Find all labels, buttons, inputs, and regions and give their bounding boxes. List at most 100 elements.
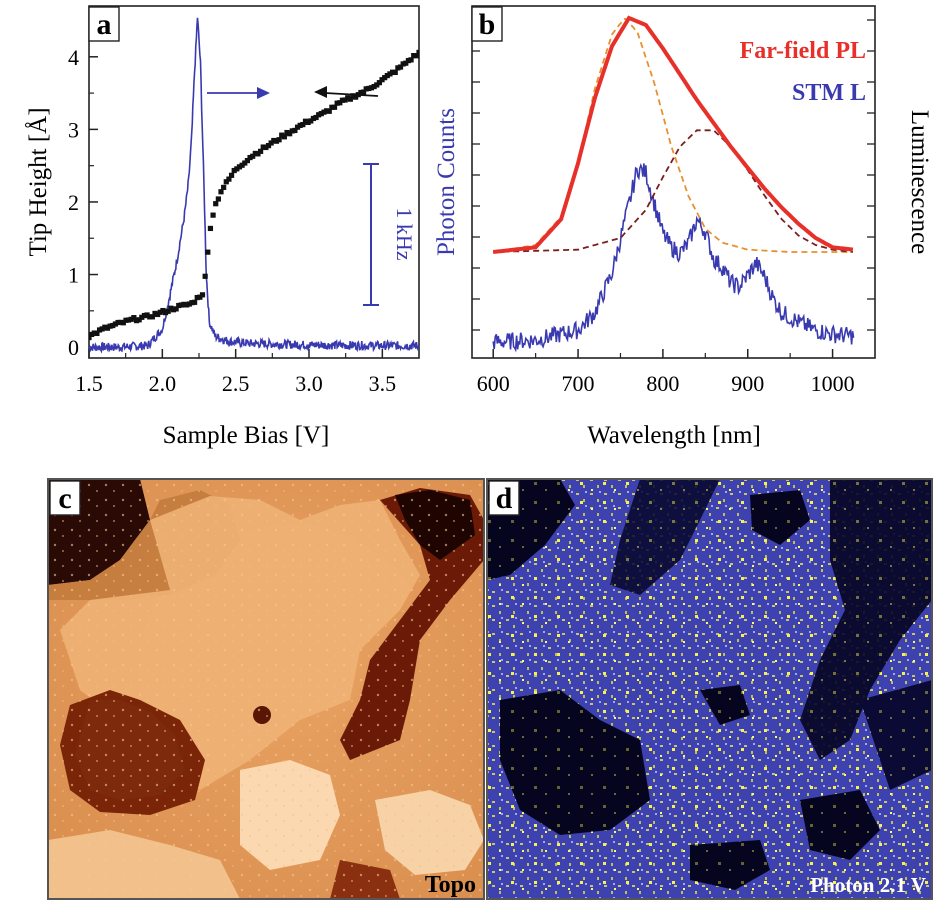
tip-height-marker: [192, 299, 198, 305]
tip-height-marker: [374, 82, 380, 88]
tip-height-marker: [221, 184, 227, 191]
panel-b-xlabel: Wavelength [nm]: [587, 422, 761, 449]
panel-c-topo-image: c Topo: [47, 478, 485, 900]
panel-b-stm-l-line: [492, 163, 855, 353]
tip-height-marker: [168, 305, 174, 311]
tip-height-marker: [300, 121, 306, 128]
tip-height-marker: [126, 317, 132, 323]
tip-height-marker: [123, 317, 129, 323]
tip-height-marker: [226, 176, 232, 182]
tip-height-marker: [144, 312, 150, 318]
panel-a-ylabel-right: Photon Counts: [433, 108, 460, 256]
x-tick-label: 800: [646, 371, 679, 396]
tip-height-marker: [91, 330, 97, 336]
x-tick-label: 600: [477, 371, 510, 396]
tip-height-marker: [324, 108, 330, 114]
tip-height-marker: [244, 157, 250, 164]
tip-height-marker: [258, 148, 264, 154]
tip-height-marker: [199, 292, 206, 298]
tip-height-marker: [271, 137, 277, 144]
panel-b-frame: [471, 5, 876, 359]
x-tick-label: 700: [562, 371, 595, 396]
panel-a-ylabel: Tip Height [Å]: [25, 107, 52, 256]
tip-height-marker: [223, 179, 229, 185]
tip-height-marker: [368, 85, 375, 91]
panel-b-fit-darkred-dashed: [493, 129, 854, 253]
panel-b-ticks: [472, 19, 875, 358]
tip-height-marker: [279, 132, 285, 138]
tip-height-marker: [308, 118, 314, 124]
tip-height-marker: [107, 323, 113, 329]
tip-height-marker: [316, 112, 322, 118]
panel-a-tick-labels: 1.5 2.0 2.5 3.0 3.5 0 1 2 3 4: [68, 45, 396, 396]
panel-d-frame: [486, 478, 933, 900]
tip-height-marker: [289, 128, 295, 134]
scale-bar: 1 kHz: [363, 163, 417, 306]
tip-height-marker: [170, 307, 177, 313]
tip-height-marker: [149, 314, 155, 320]
tip-height-marker: [273, 138, 280, 144]
y-tick-label: 4: [68, 45, 79, 70]
right-arrow-icon: [207, 87, 270, 99]
tip-height-marker: [252, 150, 258, 157]
panel-a-xlabel: Sample Bias [V]: [163, 422, 330, 449]
tip-height-marker: [205, 249, 211, 255]
panel-b-label-box: [471, 6, 503, 42]
panel-b-label: b: [479, 8, 496, 41]
tip-height-marker: [120, 320, 126, 326]
tip-height-marker: [202, 273, 208, 279]
tip-height-marker: [207, 225, 214, 232]
tip-height-marker: [194, 294, 200, 301]
tip-height-marker: [236, 164, 243, 170]
panel-c-label: c: [58, 482, 71, 515]
panel-c-caption: Topo: [425, 872, 476, 898]
tip-height-marker: [102, 324, 108, 330]
tip-height-marker: [247, 154, 253, 161]
tip-height-marker: [392, 69, 398, 76]
tip-height-marker: [318, 111, 324, 117]
x-tick-label: 900: [731, 371, 764, 396]
tip-height-marker: [310, 115, 316, 122]
tip-height-marker: [213, 201, 219, 207]
tip-height-marker: [302, 118, 309, 124]
tip-height-marker: [313, 114, 319, 121]
tip-height-marker: [376, 80, 382, 86]
x-tick-label: 3.5: [369, 371, 397, 396]
tip-height-marker: [371, 83, 377, 90]
tip-height-marker: [139, 314, 145, 320]
tip-height-marker: [215, 196, 221, 202]
tip-height-marker: [162, 310, 169, 316]
tip-height-marker: [265, 143, 272, 149]
tip-height-marker: [347, 96, 353, 102]
tip-height-marker: [181, 301, 187, 307]
panel-b-ylabel-right: Luminescence: [906, 110, 933, 254]
tip-height-marker: [218, 189, 224, 195]
tip-height-marker: [228, 172, 235, 178]
panel-b-fit-orange-dashed: [493, 17, 853, 253]
tip-height-marker: [89, 331, 95, 338]
tip-height-marker: [110, 322, 116, 329]
tip-height-marker: [118, 319, 124, 325]
tip-height-marker: [390, 69, 396, 75]
tip-height-marker: [326, 108, 332, 114]
panel-b-far-field-pl-line: [492, 15, 854, 254]
tip-height-marker: [178, 302, 184, 308]
tip-height-marker: [329, 104, 335, 110]
panel-d-label-box: [488, 480, 520, 516]
tip-height-marker: [411, 53, 417, 59]
tip-height-marker: [115, 319, 121, 326]
legend-stm-l: STM L: [792, 80, 866, 106]
tip-height-marker: [363, 86, 369, 92]
tip-height-marker: [260, 144, 266, 150]
tip-height-marker: [173, 306, 179, 312]
tip-height-marker: [152, 310, 158, 317]
tip-height-marker: [99, 326, 105, 332]
tip-height-marker: [155, 311, 161, 318]
tip-height-marker: [400, 61, 406, 67]
tip-height-marker: [176, 302, 182, 309]
tip-height-marker: [413, 53, 419, 59]
tip-height-marker: [128, 316, 134, 322]
y-tick-label: 2: [68, 190, 79, 215]
x-tick-label: 2.0: [149, 371, 177, 396]
